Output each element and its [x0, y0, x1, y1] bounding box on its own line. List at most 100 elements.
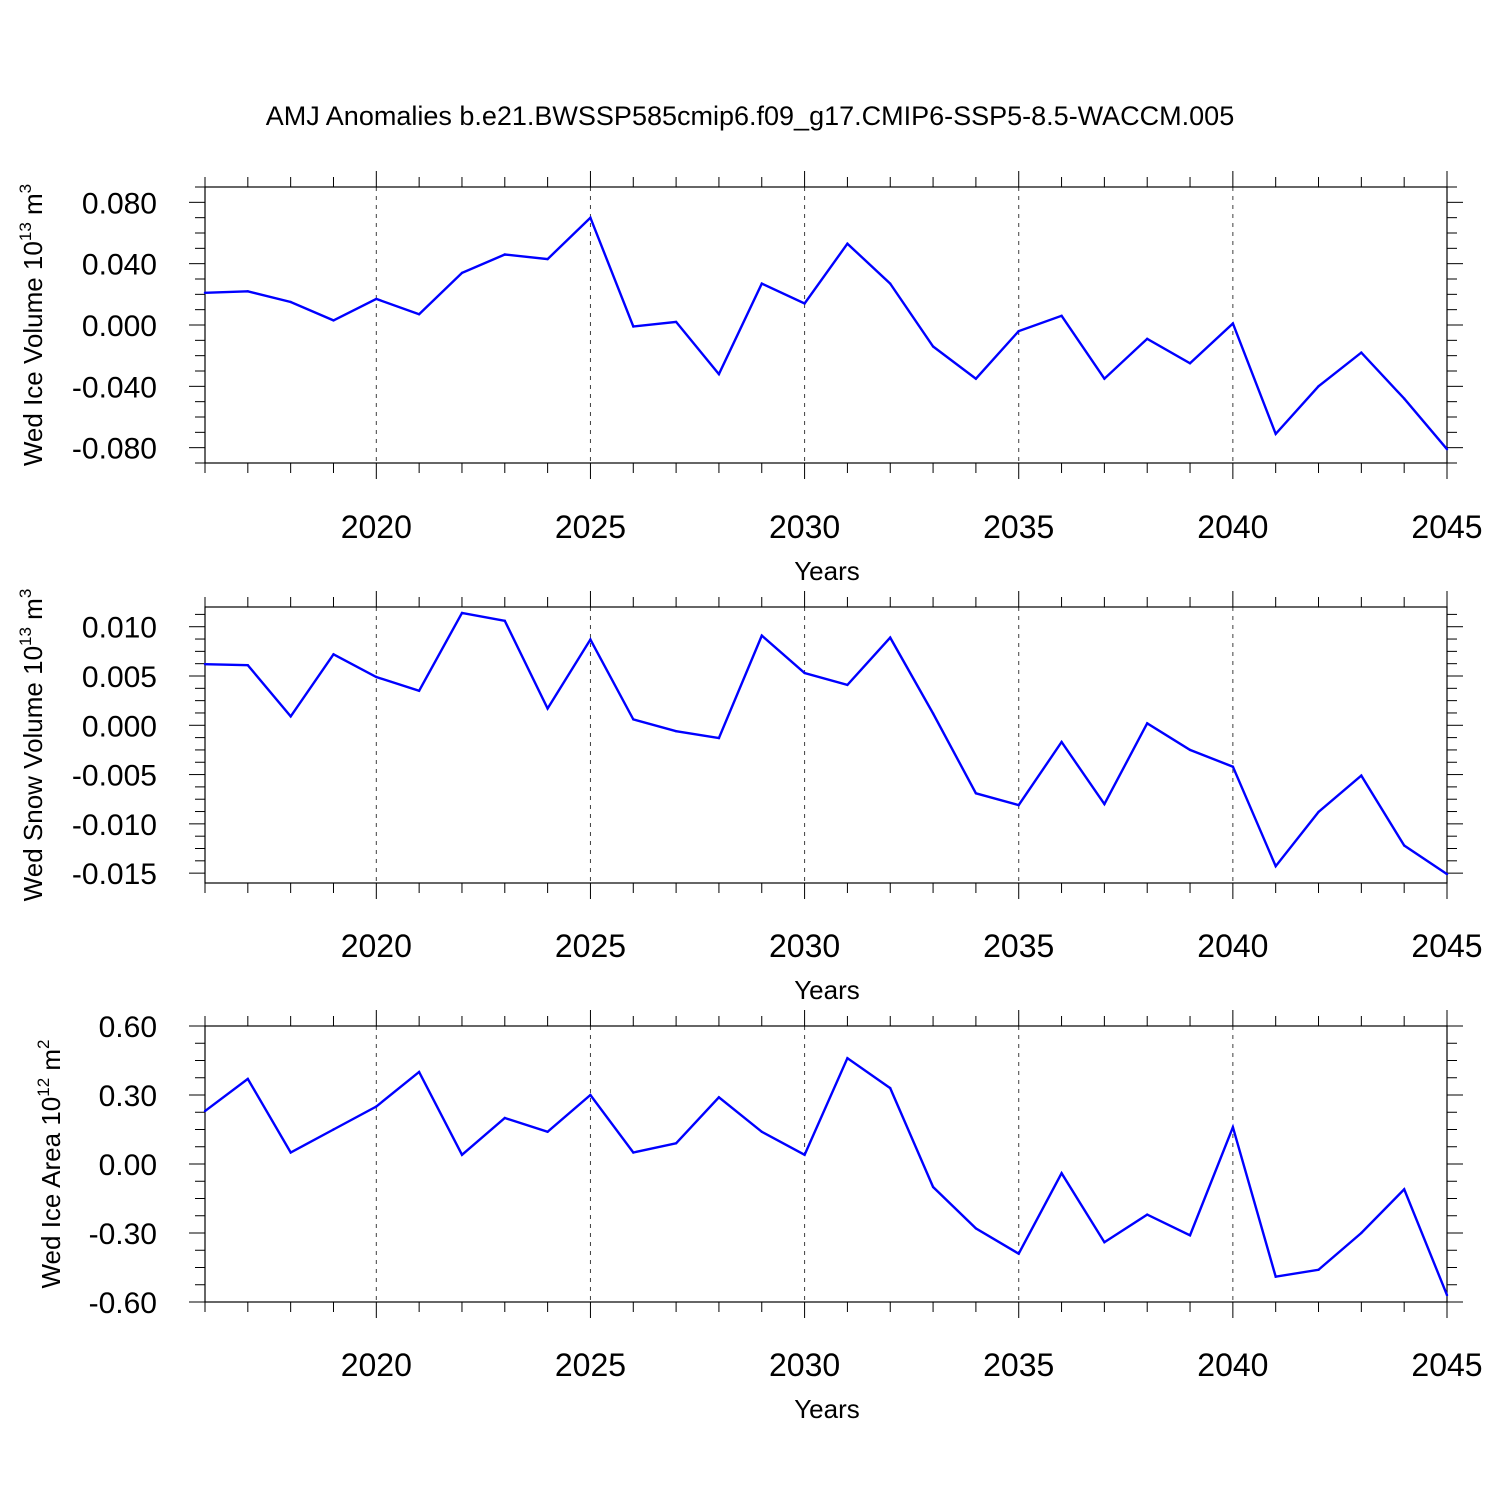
data-point — [846, 1057, 849, 1060]
data-point — [1231, 765, 1235, 768]
data-point — [1445, 872, 1449, 876]
y-axis-label-main: Wed Snow Volume 10 — [18, 646, 48, 901]
data-point — [503, 619, 506, 622]
plot-frame — [204, 606, 1448, 884]
data-point — [332, 1128, 335, 1131]
x-tick-label: 2030 — [769, 1347, 840, 1383]
data-point — [974, 1227, 978, 1230]
data-point — [417, 689, 421, 692]
data-point — [203, 663, 207, 666]
data-point — [674, 1142, 678, 1145]
y-tick-label: -0.60 — [89, 1287, 157, 1320]
x-tick-label: 2030 — [769, 509, 840, 545]
x-tick-label: 2045 — [1411, 509, 1482, 545]
data-point — [1103, 377, 1106, 380]
chart-panels: 2020 2025 2030 2035 2040 2045 Years 0.080 0.040 0… — [16, 171, 1483, 1424]
data-point — [846, 242, 849, 245]
data-point — [332, 653, 335, 656]
data-point — [1231, 1126, 1235, 1129]
x-tick-label: 2040 — [1197, 1347, 1268, 1383]
data-point — [375, 675, 378, 679]
y-axis-label-unit: m — [18, 193, 48, 222]
data-point — [632, 718, 635, 721]
x-tick-label: 2020 — [341, 509, 412, 545]
data-point — [1445, 1293, 1449, 1297]
data-point — [589, 638, 592, 641]
data-point — [1445, 448, 1449, 451]
data-point — [289, 1151, 292, 1154]
data-point — [1017, 1252, 1020, 1255]
data-point — [931, 712, 935, 715]
chart-title: AMJ Anomalies b.e21.BWSSP585cmip6.f09_g1… — [266, 101, 1234, 131]
data-point — [1317, 385, 1320, 388]
y-axis-label-unit: m — [18, 598, 48, 627]
y-axis-label: Wed Snow Volume 1013 m3 — [16, 589, 48, 902]
x-tick-label: 2035 — [983, 1347, 1054, 1383]
y-tick-label: 0.040 — [82, 249, 157, 282]
data-point — [931, 1185, 935, 1189]
data-point — [332, 319, 335, 322]
data-point — [889, 282, 892, 285]
x-tick-label: 2040 — [1197, 509, 1268, 545]
data-point — [974, 377, 978, 380]
data-point — [460, 1153, 464, 1157]
chart-panel-2: 2020 2025 2030 2035 2040 2045 Years 0.010 0.005 0… — [16, 589, 1483, 1005]
series-line — [204, 611, 1448, 876]
y-axis-label-exponent: 12 — [34, 1078, 53, 1097]
data-point — [803, 302, 806, 305]
y-axis-label-unit: m — [36, 1049, 66, 1078]
chart-panel-3: 2020 2025 2030 2035 2040 2045 Years 0.60 0.30 0.0… — [34, 1010, 1483, 1424]
data-point — [375, 1105, 378, 1108]
data-point — [889, 636, 892, 639]
x-tick-label: 2025 — [555, 928, 626, 964]
data-point — [1103, 1241, 1106, 1244]
series-line — [204, 1056, 1449, 1296]
data-point — [1146, 722, 1149, 725]
x-tick-label: 2025 — [555, 509, 626, 545]
data-point — [246, 664, 249, 667]
data-point — [1360, 1231, 1363, 1235]
data-point — [760, 282, 763, 285]
chart-panel-1: 2020 2025 2030 2035 2040 2045 Years 0.080 0.040 0… — [16, 171, 1483, 586]
y-axis-label: Wed Ice Area 1012 m2 — [34, 1039, 66, 1288]
data-point — [246, 290, 249, 293]
data-point — [460, 271, 464, 275]
data-point — [717, 736, 721, 740]
data-point — [632, 1151, 635, 1154]
y-axis-label-unit-exponent: 3 — [16, 184, 35, 193]
series-line — [204, 215, 1448, 450]
data-point — [760, 634, 763, 637]
x-axis-label: Years — [794, 975, 860, 1005]
y-tick-label: -0.005 — [72, 760, 157, 793]
data-point — [1403, 1188, 1406, 1191]
data-point — [1060, 740, 1063, 744]
x-axis-label: Years — [794, 556, 860, 586]
y-axis-label: Wed Ice Volume 1013 m3 — [16, 184, 48, 466]
y-tick-label: 0.60 — [99, 1011, 157, 1044]
y-tick-label: 0.30 — [99, 1080, 157, 1113]
y-axis-label-exponent: 13 — [16, 627, 35, 646]
data-point — [1274, 432, 1277, 436]
data-point — [417, 313, 421, 316]
data-point — [1274, 865, 1277, 868]
x-axis-label: Years — [794, 1394, 860, 1424]
data-point — [632, 325, 635, 328]
y-axis-label-main: Wed Ice Area 10 — [36, 1097, 66, 1289]
y-tick-label: 0.080 — [82, 187, 157, 220]
data-point — [589, 1093, 592, 1097]
data-point — [674, 730, 678, 733]
data-point — [1317, 810, 1320, 814]
data-point — [289, 715, 292, 718]
data-point — [289, 300, 292, 304]
data-point — [1231, 322, 1235, 325]
y-axis-label-unit-exponent: 3 — [16, 589, 35, 598]
data-point — [589, 216, 592, 219]
data-point — [1188, 748, 1192, 752]
data-point — [1060, 1172, 1063, 1175]
data-point — [1017, 803, 1020, 807]
data-point — [674, 320, 678, 324]
data-point — [375, 297, 378, 301]
data-point — [889, 1086, 892, 1090]
y-axis-label-main: Wed Ice Volume 10 — [18, 241, 48, 466]
y-tick-label: 0.000 — [82, 710, 157, 743]
